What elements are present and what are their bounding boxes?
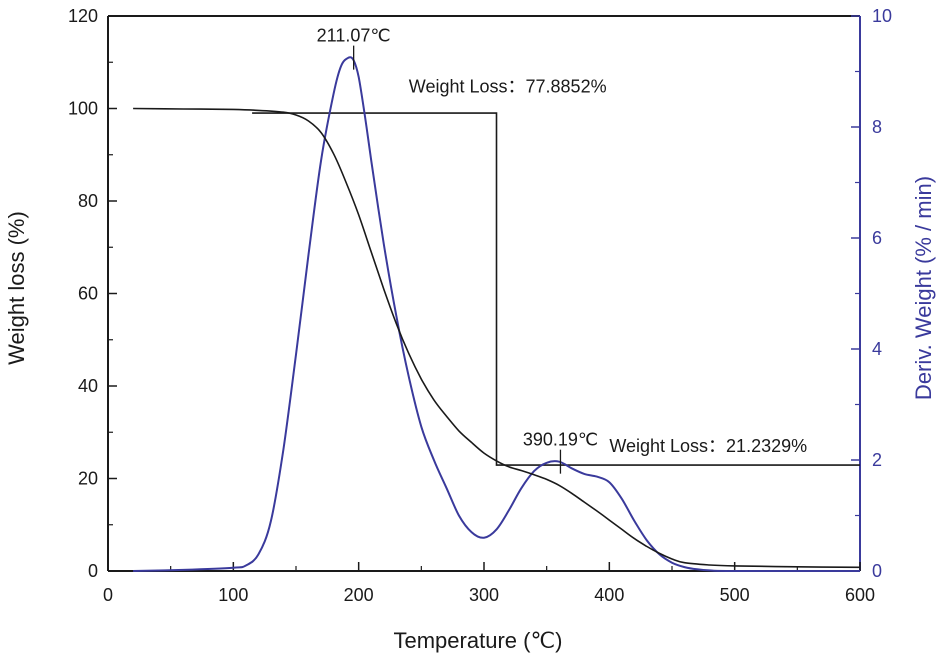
left-y-tick-label: 100 bbox=[68, 99, 98, 119]
peak-label: 211.07℃ bbox=[317, 26, 391, 46]
right-y-tick-label: 8 bbox=[872, 117, 882, 137]
left-y-axis-title: Weight loss (%) bbox=[4, 211, 29, 365]
left-y-tick-label: 0 bbox=[88, 561, 98, 581]
weight-loss-annotation: Weight Loss：77.8852% bbox=[409, 76, 607, 96]
right-y-tick-label: 2 bbox=[872, 450, 882, 470]
left-y-tick-label: 80 bbox=[78, 191, 98, 211]
right-y-tick-label: 6 bbox=[872, 228, 882, 248]
weight-loss-step-line bbox=[252, 112, 860, 466]
peak-markers: 211.07℃ 390.19℃ bbox=[317, 26, 598, 474]
annotations: Weight Loss：77.8852% Weight Loss：21.2329% bbox=[409, 76, 807, 456]
left-y-axis-ticks: 0 20 40 60 80 100 120 bbox=[68, 6, 117, 581]
left-y-tick-label: 20 bbox=[78, 469, 98, 489]
x-tick-label: 300 bbox=[469, 585, 499, 605]
x-tick-label: 100 bbox=[218, 585, 248, 605]
left-y-tick-label: 40 bbox=[78, 376, 98, 396]
left-y-tick-label: 120 bbox=[68, 6, 98, 26]
tga-curve bbox=[133, 107, 861, 569]
dtg-curve bbox=[133, 56, 861, 573]
peak-label: 390.19℃ bbox=[523, 430, 598, 450]
x-tick-label: 600 bbox=[845, 585, 875, 605]
right-y-axis-ticks: 0 2 4 6 8 10 bbox=[851, 6, 892, 581]
x-tick-label: 0 bbox=[103, 585, 113, 605]
right-y-tick-label: 10 bbox=[872, 6, 892, 26]
right-y-axis-title: Deriv. Weight (% / min) bbox=[911, 176, 936, 400]
right-y-tick-label: 4 bbox=[872, 339, 882, 359]
right-y-tick-label: 0 bbox=[872, 561, 882, 581]
x-tick-label: 500 bbox=[720, 585, 750, 605]
x-tick-label: 200 bbox=[344, 585, 374, 605]
left-y-tick-label: 60 bbox=[78, 284, 98, 304]
x-axis-title: Temperature (℃) bbox=[394, 628, 563, 653]
x-tick-label: 400 bbox=[594, 585, 624, 605]
weight-loss-annotation: Weight Loss：21.2329% bbox=[609, 436, 807, 456]
x-axis-ticks: 0 100 200 300 400 500 600 bbox=[103, 562, 875, 605]
